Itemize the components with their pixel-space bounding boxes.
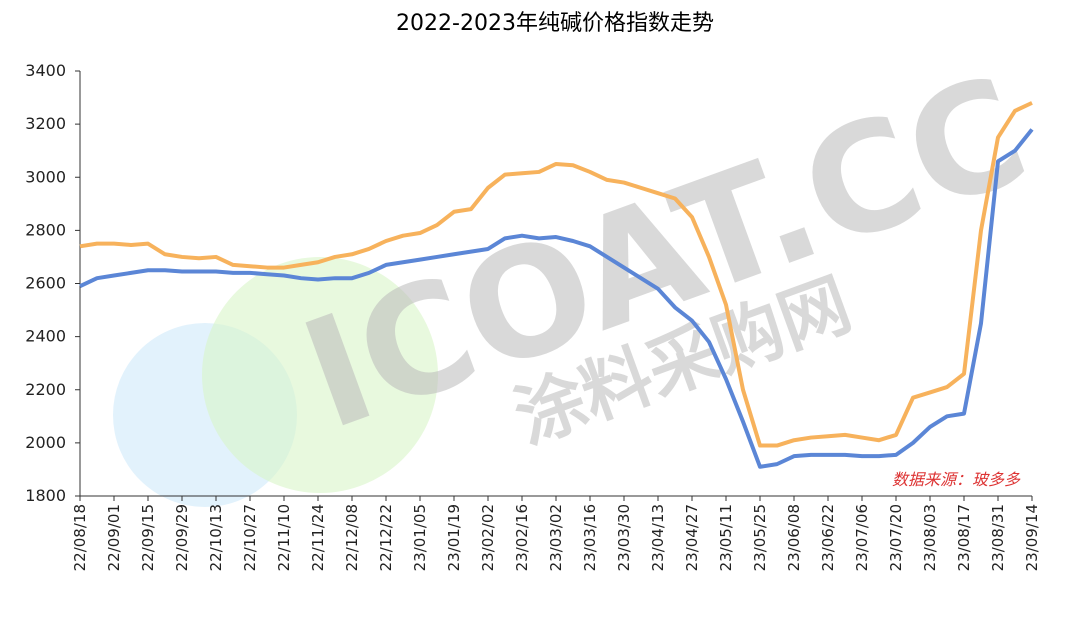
- x-tick-label: 22/10/13: [207, 504, 225, 571]
- decor-circle: [202, 257, 438, 493]
- x-tick-label: 23/03/30: [615, 504, 633, 571]
- y-tick-label: 3000: [25, 167, 66, 186]
- x-tick-label: 23/06/22: [819, 504, 837, 571]
- chart-title: 2022-2023年纯碱价格指数走势: [396, 11, 714, 36]
- y-tick-label: 3400: [25, 61, 66, 80]
- x-tick-label: 23/01/05: [411, 504, 429, 571]
- y-tick-label: 1800: [25, 486, 66, 505]
- x-tick-label: 23/02/16: [513, 504, 531, 571]
- y-tick-label: 2000: [25, 433, 66, 452]
- series-line: [79, 101, 1033, 448]
- x-tick-label: 22/11/10: [275, 504, 293, 571]
- y-tick-label: 2600: [25, 274, 66, 293]
- x-tick-label: 23/06/08: [785, 504, 803, 571]
- x-tick-label: 23/03/02: [547, 504, 565, 571]
- x-tick-label: 23/08/31: [989, 504, 1007, 571]
- x-tick-label: 23/08/03: [921, 504, 939, 571]
- x-tick-label: 22/09/29: [173, 504, 191, 571]
- x-tick-label: 22/10/27: [241, 504, 259, 571]
- y-tick-label: 3200: [25, 114, 66, 133]
- x-tick-label: 23/05/25: [751, 504, 769, 571]
- x-tick-label: 23/04/27: [683, 504, 701, 571]
- x-tick-label: 23/09/14: [1023, 504, 1041, 571]
- y-tick-label: 2200: [25, 380, 66, 399]
- x-tick-label: 23/07/20: [887, 504, 905, 571]
- x-tick-label: 22/12/22: [377, 504, 395, 571]
- x-tick-label: 23/05/11: [717, 504, 735, 571]
- y-tick-label: 2800: [25, 220, 66, 239]
- x-tick-label: 22/11/24: [309, 504, 327, 571]
- x-tick-label: 23/02/02: [479, 504, 497, 571]
- series-line: [79, 128, 1034, 469]
- x-tick-label: 22/08/18: [71, 504, 89, 571]
- x-tick-label: 23/04/13: [649, 504, 667, 571]
- x-tick-label: 23/08/17: [955, 504, 973, 571]
- x-tick-label: 22/12/08: [343, 504, 361, 571]
- source-note: 数据来源：玻多多: [892, 470, 1021, 489]
- x-tick-label: 23/01/19: [445, 504, 463, 571]
- x-tick-label: 22/09/01: [105, 504, 123, 571]
- x-tick-label: 22/09/15: [139, 504, 157, 571]
- x-tick-label: 23/03/16: [581, 504, 599, 571]
- y-tick-label: 2400: [25, 327, 66, 346]
- x-tick-label: 23/07/06: [853, 504, 871, 571]
